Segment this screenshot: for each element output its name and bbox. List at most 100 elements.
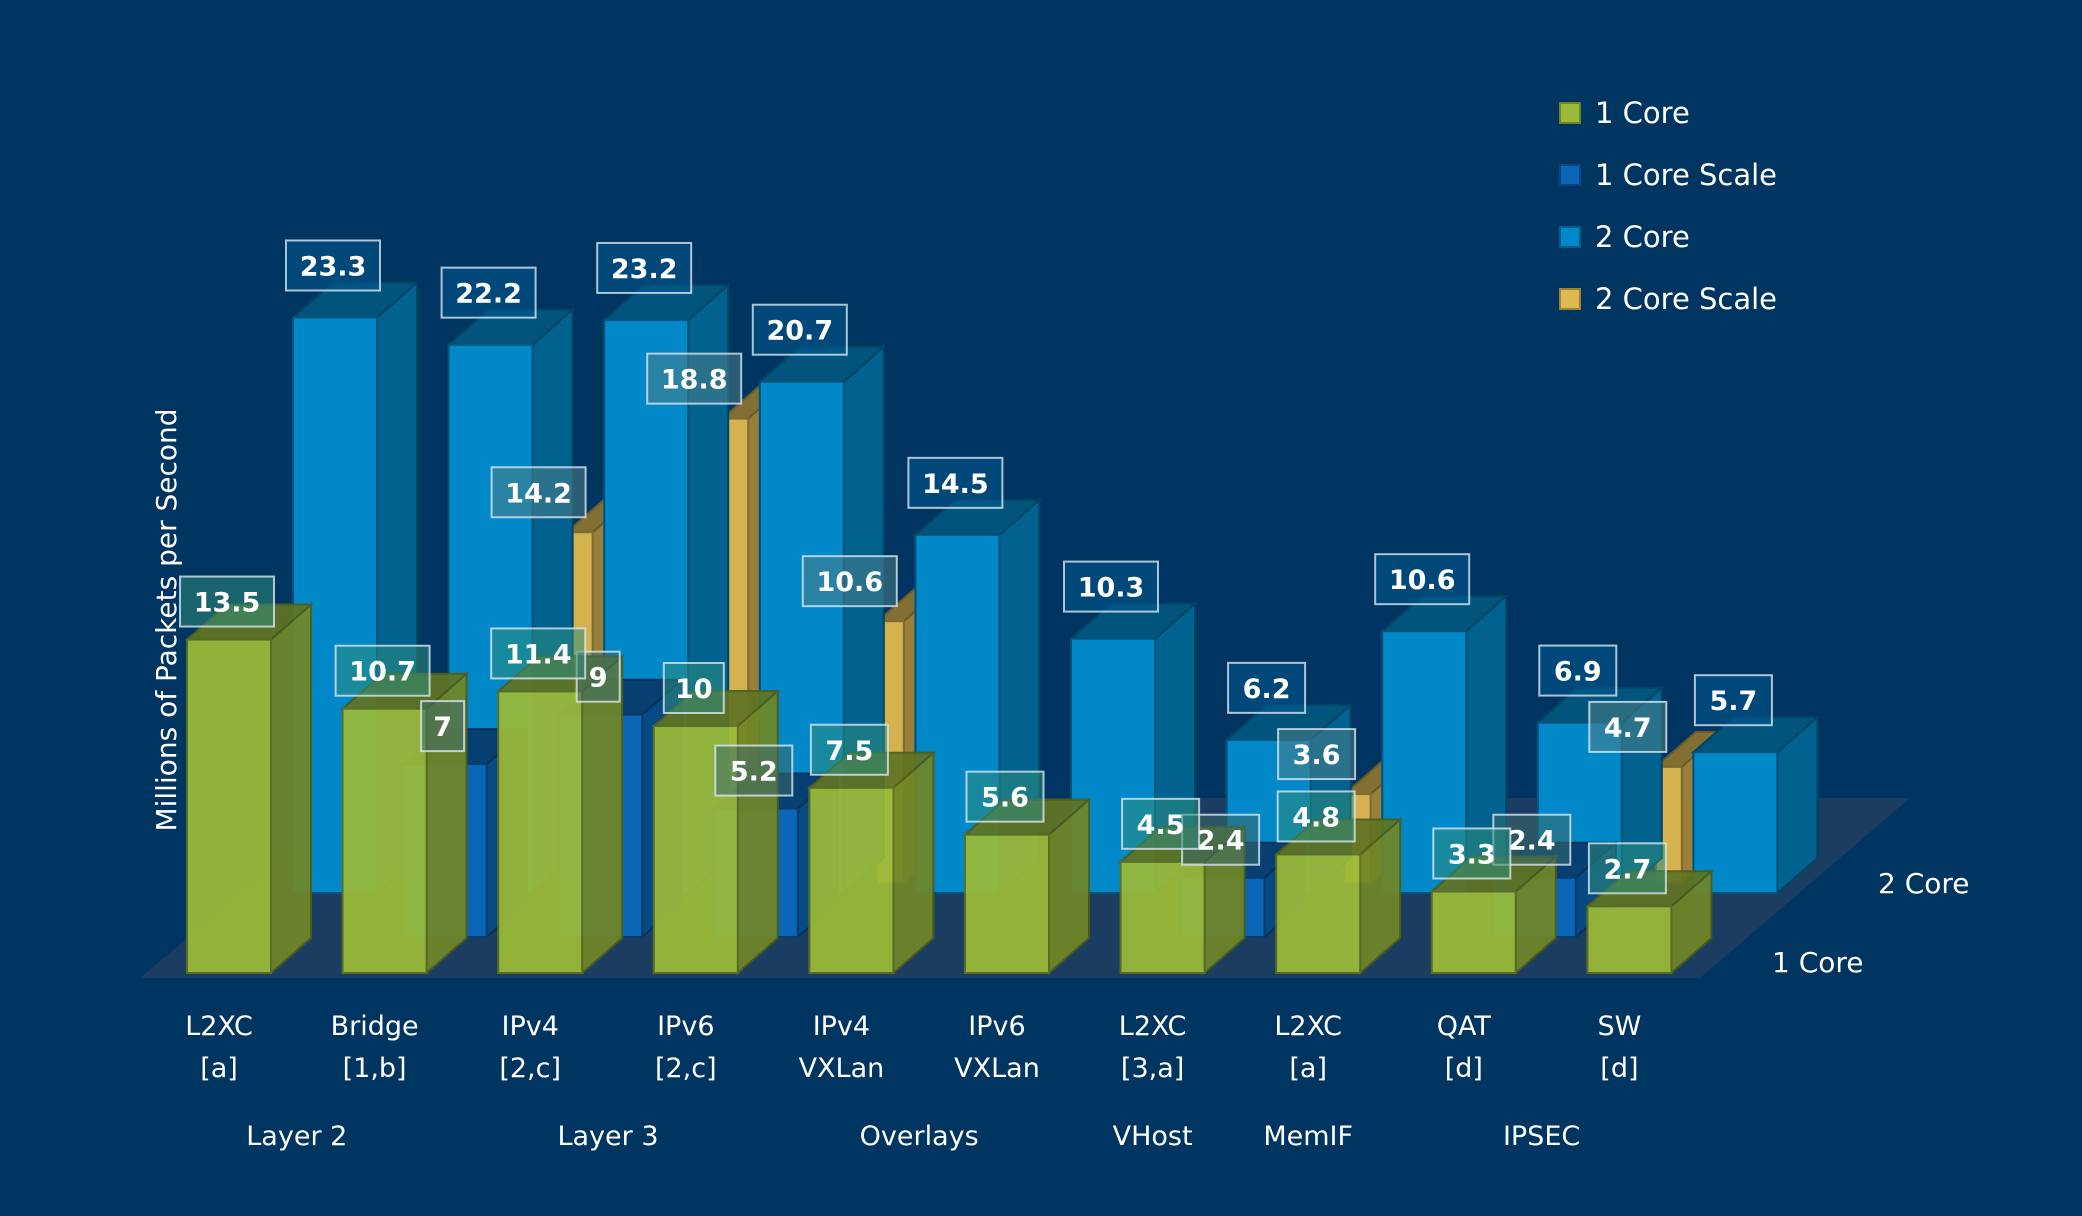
label-2-core-0-box bbox=[285, 239, 381, 292]
label-1-core-0-box bbox=[179, 575, 275, 628]
group-label-5: IPSEC bbox=[1503, 1121, 1580, 1152]
category-label-8-line1: QAT bbox=[1437, 1011, 1492, 1042]
label-1-core-1: 10.7 bbox=[349, 657, 416, 688]
label-1-core-2: 11.4 bbox=[505, 639, 572, 670]
bar-1-core-2-front bbox=[497, 690, 584, 974]
category-labels: L2XC [a] Bridge [1,b] IPv4 [2,c] IPv6 [2,c] IPv4… bbox=[185, 1011, 1641, 1084]
category-label-1-line2: [1,b] bbox=[343, 1053, 407, 1084]
category-label-4-line1: IPv4 bbox=[813, 1011, 870, 1042]
category-label-7-line1: L2XC bbox=[1274, 1011, 1342, 1042]
label-2-core-0: 23.3 bbox=[300, 251, 367, 282]
bar-1-core-8-front bbox=[1430, 890, 1517, 974]
label-1-core-4-box bbox=[809, 723, 889, 776]
bar-1-core-5-front bbox=[964, 833, 1050, 974]
label-2-core-3-box bbox=[751, 303, 848, 356]
legend-swatch-2 bbox=[1559, 226, 1581, 248]
legend: 1 Core 1 Core Scale 2 Core 2 Core Scale bbox=[1559, 96, 1777, 316]
label-1-core-scale-8: 2.4 bbox=[1508, 826, 1556, 857]
bar-2-core-9 bbox=[1690, 715, 1821, 896]
bar-1-core-2-side bbox=[581, 654, 624, 976]
category-label-8-line2: [d] bbox=[1445, 1053, 1483, 1084]
row-label-2-core: 2 Core bbox=[1878, 867, 1970, 900]
bar-1-core-0 bbox=[184, 602, 314, 976]
label-1-core-3-box bbox=[662, 662, 725, 714]
label-1-core-2-box bbox=[490, 627, 587, 680]
category-label-7-line2: [a] bbox=[1289, 1053, 1327, 1084]
bar-1-core-0-side bbox=[270, 602, 312, 976]
label-1-core-scale-2: 9 bbox=[589, 663, 608, 694]
label-2-core-6: 6.2 bbox=[1243, 674, 1291, 705]
group-label-4: MemIF bbox=[1263, 1121, 1353, 1152]
legend-label-2: 2 Core bbox=[1595, 220, 1690, 254]
bar-1-core-3-side bbox=[736, 688, 779, 976]
label-1-core-scale-1: 7 bbox=[433, 712, 452, 743]
label-2-core-4-box bbox=[907, 456, 1004, 509]
label-2-core-1: 22.2 bbox=[455, 279, 522, 310]
bar-1-core-9 bbox=[1584, 869, 1715, 976]
bar-1-core-1-front bbox=[341, 707, 428, 975]
label-2-core-5: 10.3 bbox=[1078, 573, 1145, 604]
bar-1-core-9-front bbox=[1586, 905, 1673, 974]
label-2-core-9-box bbox=[1693, 674, 1773, 727]
label-2-core-1-box bbox=[440, 266, 537, 319]
label-1-core-scale-6: 2.4 bbox=[1197, 826, 1245, 857]
label-1-core-scale-3-box bbox=[714, 744, 794, 797]
bar-1-core-8 bbox=[1429, 854, 1559, 976]
label-2-core-scale-6: 3.6 bbox=[1293, 740, 1341, 771]
label-1-core-9-box bbox=[1587, 842, 1667, 895]
label-2-core-scale-1-box bbox=[490, 466, 587, 519]
label-1-core-4: 7.5 bbox=[825, 736, 873, 767]
label-2-core-6-box bbox=[1227, 661, 1307, 714]
label-1-core-1-box bbox=[334, 644, 431, 697]
group-label-1: Layer 3 bbox=[557, 1121, 658, 1152]
bar-1-core-4-front bbox=[808, 786, 895, 974]
label-2-core-scale-2-box bbox=[646, 352, 743, 405]
category-label-6-line1: L2XC bbox=[1119, 1011, 1187, 1042]
label-1-core-8: 3.3 bbox=[1448, 839, 1496, 870]
category-label-2-line2: [2,c] bbox=[499, 1053, 561, 1084]
bar-1-core-0-front bbox=[186, 638, 272, 974]
label-1-core-8-box bbox=[1432, 827, 1512, 880]
label-2-core-scale-8: 4.7 bbox=[1604, 713, 1652, 744]
legend-label-3: 2 Core Scale bbox=[1595, 282, 1777, 316]
category-label-3-line1: IPv6 bbox=[657, 1011, 714, 1042]
category-label-4-line2: VXLan bbox=[799, 1053, 885, 1084]
label-1-core-9: 2.7 bbox=[1603, 854, 1651, 885]
data-labels: 23.3 14.2 22.2 18.8 23.2 10.6 20.7 14.5 10.3 3.6 6… bbox=[179, 239, 1773, 895]
label-1-core-7: 4.8 bbox=[1292, 802, 1340, 833]
label-1-core-5-box bbox=[965, 770, 1045, 823]
label-2-core-scale-6-box bbox=[1277, 728, 1357, 781]
bar-1-core-7 bbox=[1273, 817, 1403, 976]
legend-label-0: 1 Core bbox=[1595, 96, 1690, 130]
legend-swatch-1 bbox=[1559, 164, 1581, 186]
bar-1-core-4 bbox=[806, 750, 937, 976]
label-2-core-4: 14.5 bbox=[922, 469, 989, 500]
label-1-core-scale-3: 5.2 bbox=[730, 757, 778, 788]
label-2-core-8: 6.9 bbox=[1554, 657, 1602, 688]
label-2-core-scale-2: 18.8 bbox=[661, 365, 728, 396]
bars bbox=[184, 280, 1821, 976]
category-label-0-line2: [a] bbox=[200, 1053, 238, 1084]
label-2-core-8-box bbox=[1538, 644, 1618, 697]
label-2-core-scale-3: 10.6 bbox=[816, 567, 883, 598]
category-label-1-line1: Bridge bbox=[331, 1011, 419, 1042]
bar-2-core-9-front bbox=[1692, 751, 1779, 895]
category-label-6-line2: [3,a] bbox=[1121, 1053, 1184, 1084]
label-1-core-7-box bbox=[1276, 790, 1356, 843]
category-label-9-line1: SW bbox=[1597, 1011, 1641, 1042]
label-2-core-3: 20.7 bbox=[766, 316, 833, 347]
group-label-3: VHost bbox=[1113, 1121, 1193, 1152]
label-1-core-5: 5.6 bbox=[981, 783, 1029, 814]
category-label-9-line2: [d] bbox=[1600, 1053, 1638, 1084]
legend-swatch-3 bbox=[1559, 288, 1581, 310]
label-1-core-0: 13.5 bbox=[194, 588, 261, 619]
label-1-core-6: 4.5 bbox=[1137, 810, 1185, 841]
label-2-core-scale-8-box bbox=[1588, 700, 1668, 753]
label-2-core-7-box bbox=[1374, 553, 1471, 606]
label-2-core-2-box bbox=[596, 241, 693, 294]
category-label-2-line1: IPv4 bbox=[501, 1011, 558, 1042]
label-2-core-scale-3-box bbox=[801, 555, 898, 608]
bar-1-core-2 bbox=[495, 654, 625, 976]
bar-1-core-3 bbox=[651, 688, 781, 976]
